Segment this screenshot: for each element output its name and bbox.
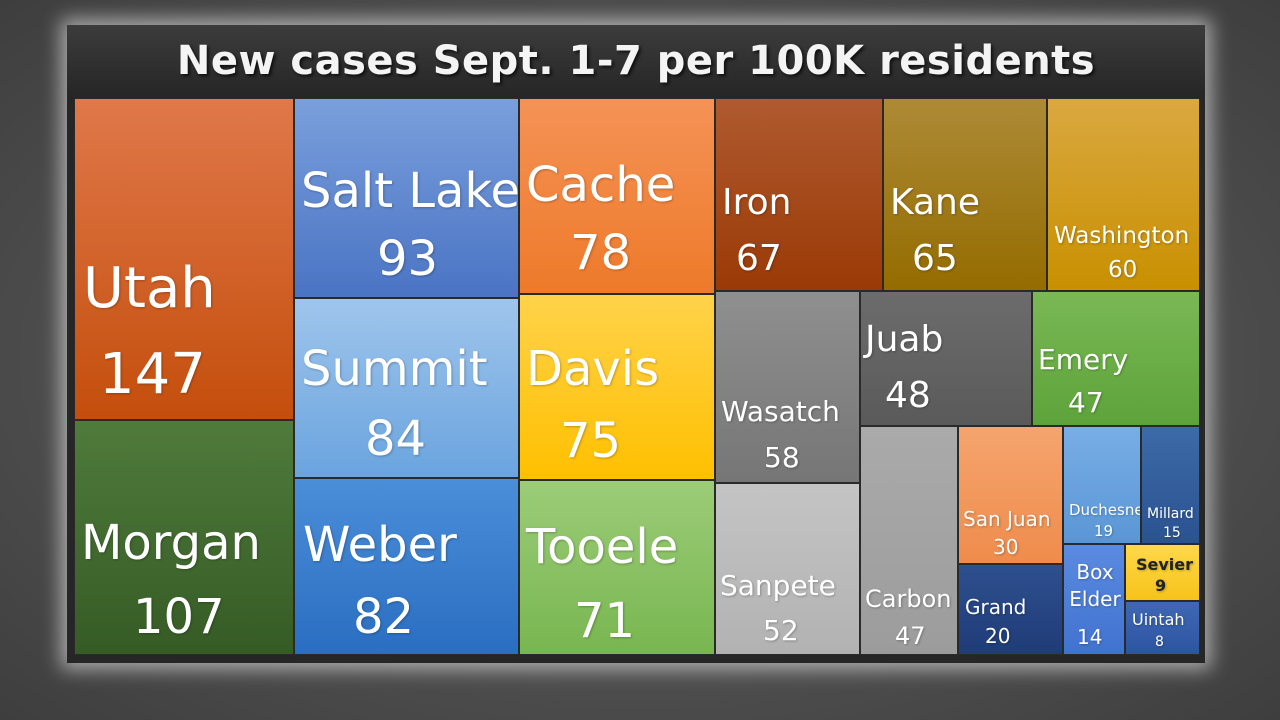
tile-label: Sevier: [1136, 555, 1194, 574]
tile-value: 48: [885, 375, 931, 416]
tile-value: 47: [1068, 386, 1104, 419]
tile-value: 75: [560, 413, 622, 469]
tile-label: Davis: [526, 341, 660, 397]
tile-davis: Davis 75: [519, 294, 715, 480]
tile-value: 67: [736, 238, 782, 279]
tile-san-juan: San Juan 30: [958, 426, 1063, 564]
tile-value: 9: [1155, 576, 1167, 595]
tile-wasatch: Wasatch 58: [715, 291, 860, 483]
tile-uintah: Uintah 8: [1125, 601, 1200, 655]
tile-label: Wasatch: [721, 395, 840, 428]
tile-label: Box Elder: [1069, 560, 1121, 611]
tile-value: 19: [1094, 522, 1114, 540]
tile-cache: Cache 78: [519, 98, 715, 294]
tile-label: Kane: [890, 182, 980, 223]
tile-morgan: Morgan 107: [74, 420, 294, 655]
tile-label: Morgan: [81, 515, 261, 571]
tile-weber: Weber 82: [294, 478, 519, 655]
treemap: Utah 147 Morgan 107 Salt Lake 93 Summit 84 Weber…: [74, 98, 1200, 655]
tile-value: 82: [353, 589, 415, 645]
tile-emery: Emery 47: [1032, 291, 1200, 426]
tile-sevier: Sevier 9: [1125, 544, 1200, 601]
tile-label: Uintah: [1132, 610, 1185, 629]
tile-value: 60: [1108, 257, 1138, 283]
tile-label: Cache: [526, 157, 676, 213]
tile-label: Emery: [1038, 343, 1129, 376]
tile-value: 30: [993, 535, 1019, 559]
tile-label: Juab: [865, 319, 944, 360]
tile-value: 8: [1155, 634, 1164, 650]
tile-value: 14: [1077, 625, 1103, 649]
tile-utah: Utah 147: [74, 98, 294, 420]
tile-iron: Iron 67: [715, 98, 883, 291]
tile-label: Summit: [301, 341, 488, 397]
tile-label: Tooele: [526, 519, 679, 575]
tile-kane: Kane 65: [883, 98, 1047, 291]
tile-label: Carbon: [865, 585, 952, 613]
tile-label: Salt Lake: [301, 163, 519, 219]
tile-label: Utah: [83, 256, 216, 321]
tile-duchesne: Duchesne 19: [1063, 426, 1141, 544]
tile-label: Grand: [965, 595, 1027, 619]
tile-value: 84: [365, 411, 427, 467]
tile-label: Sanpete: [720, 569, 836, 602]
tile-washington: Washington 60: [1047, 98, 1200, 291]
tile-value: 107: [133, 589, 225, 645]
tile-juab: Juab 48: [860, 291, 1032, 426]
tile-box-elder: Box Elder 14: [1063, 544, 1125, 655]
tile-tooele: Tooele 71: [519, 480, 715, 655]
tile-label: Duchesne: [1069, 501, 1141, 519]
tile-carbon: Carbon 47: [860, 426, 958, 655]
tile-label: Washington: [1054, 223, 1190, 249]
tile-value: 47: [895, 622, 926, 650]
tile-value: 78: [570, 225, 632, 281]
tile-value: 71: [574, 593, 636, 649]
tile-millard: Millard 15: [1141, 426, 1200, 544]
tile-sanpete: Sanpete 52: [715, 483, 860, 655]
tile-value: 58: [764, 441, 800, 474]
tile-label: Millard: [1147, 506, 1194, 522]
tile-summit: Summit 84: [294, 298, 519, 478]
tile-value: 20: [985, 624, 1011, 648]
tile-label: San Juan: [963, 507, 1051, 531]
tile-salt-lake: Salt Lake 93: [294, 98, 519, 298]
tile-value: 52: [763, 614, 799, 647]
chart-title: New cases Sept. 1-7 per 100K residents: [67, 25, 1205, 97]
tile-label: Weber: [303, 517, 457, 573]
tile-value: 65: [912, 238, 958, 279]
tile-value: 93: [377, 231, 439, 287]
tile-value: 15: [1163, 525, 1181, 541]
tile-grand: Grand 20: [958, 564, 1063, 655]
tile-value: 147: [99, 342, 206, 407]
tile-label: Iron: [722, 182, 792, 223]
